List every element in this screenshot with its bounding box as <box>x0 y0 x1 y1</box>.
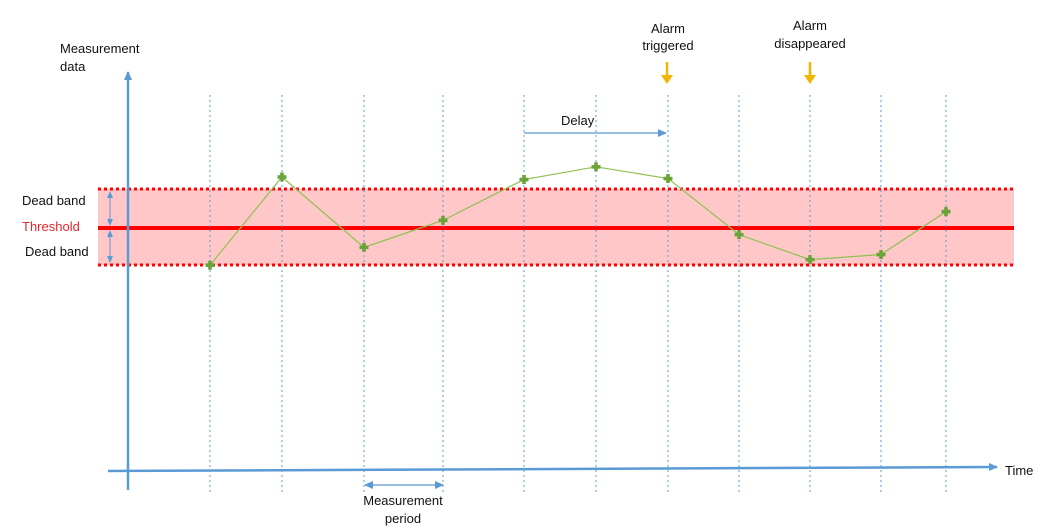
alarm-disappeared-arrow <box>804 62 816 84</box>
delay-label: Delay <box>561 113 595 128</box>
data-point-1 <box>205 260 215 270</box>
alarm-triggered-label-line1: Alarm <box>651 21 685 36</box>
data-point-9 <box>805 255 815 265</box>
data-point-8 <box>734 230 744 240</box>
data-point-5 <box>519 175 529 185</box>
data-point-11 <box>941 207 951 217</box>
data-point-3 <box>359 242 369 252</box>
alarm-triggered-label-line2: triggered <box>642 38 693 53</box>
y-axis-label-line2: data <box>60 59 86 74</box>
alarm-triggered-arrow <box>661 62 673 84</box>
x-axis <box>107 463 998 473</box>
alarm-disappeared-label-line1: Alarm <box>793 18 827 33</box>
dead-band-lower-label: Dead band <box>25 244 89 259</box>
alarm-disappeared-label-line2: disappeared <box>774 36 846 51</box>
measurement-grid <box>209 95 947 492</box>
measurement-points <box>205 162 951 270</box>
y-axis-label-line1: Measurement <box>60 41 140 56</box>
dead-band-upper-label: Dead band <box>22 193 86 208</box>
measurement-period-label-line1: Measurement <box>363 493 443 508</box>
data-point-4 <box>438 215 448 225</box>
measurement-period-label-line2: period <box>385 511 421 526</box>
x-axis-label: Time <box>1005 463 1033 478</box>
data-point-10 <box>876 250 886 260</box>
data-point-7 <box>663 174 673 184</box>
data-point-6 <box>591 162 601 172</box>
threshold-label: Threshold <box>22 219 80 234</box>
data-point-2 <box>277 172 287 182</box>
